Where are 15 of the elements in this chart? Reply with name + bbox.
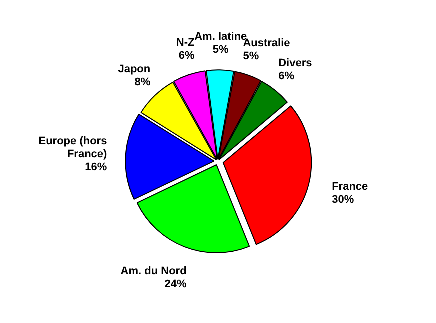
data-label: 16% (85, 162, 108, 174)
data-label: 5% (243, 50, 260, 63)
data-label: 8% (134, 76, 151, 89)
slice-label: Japon (118, 64, 151, 76)
data-label: 6% (278, 70, 295, 83)
data-label: 24% (164, 278, 187, 291)
slice-label: Am. du Nord (120, 266, 187, 278)
slice-label: N-Z (176, 37, 196, 50)
slice-label: Australie (243, 38, 290, 50)
data-label: 6% (178, 50, 195, 62)
data-label: 5% (212, 44, 230, 56)
slice-label: France (332, 180, 368, 193)
slice-label: Europe (hors France) (38, 136, 108, 161)
slice-label: Divers (278, 58, 312, 70)
data-label: 30% (332, 194, 354, 206)
